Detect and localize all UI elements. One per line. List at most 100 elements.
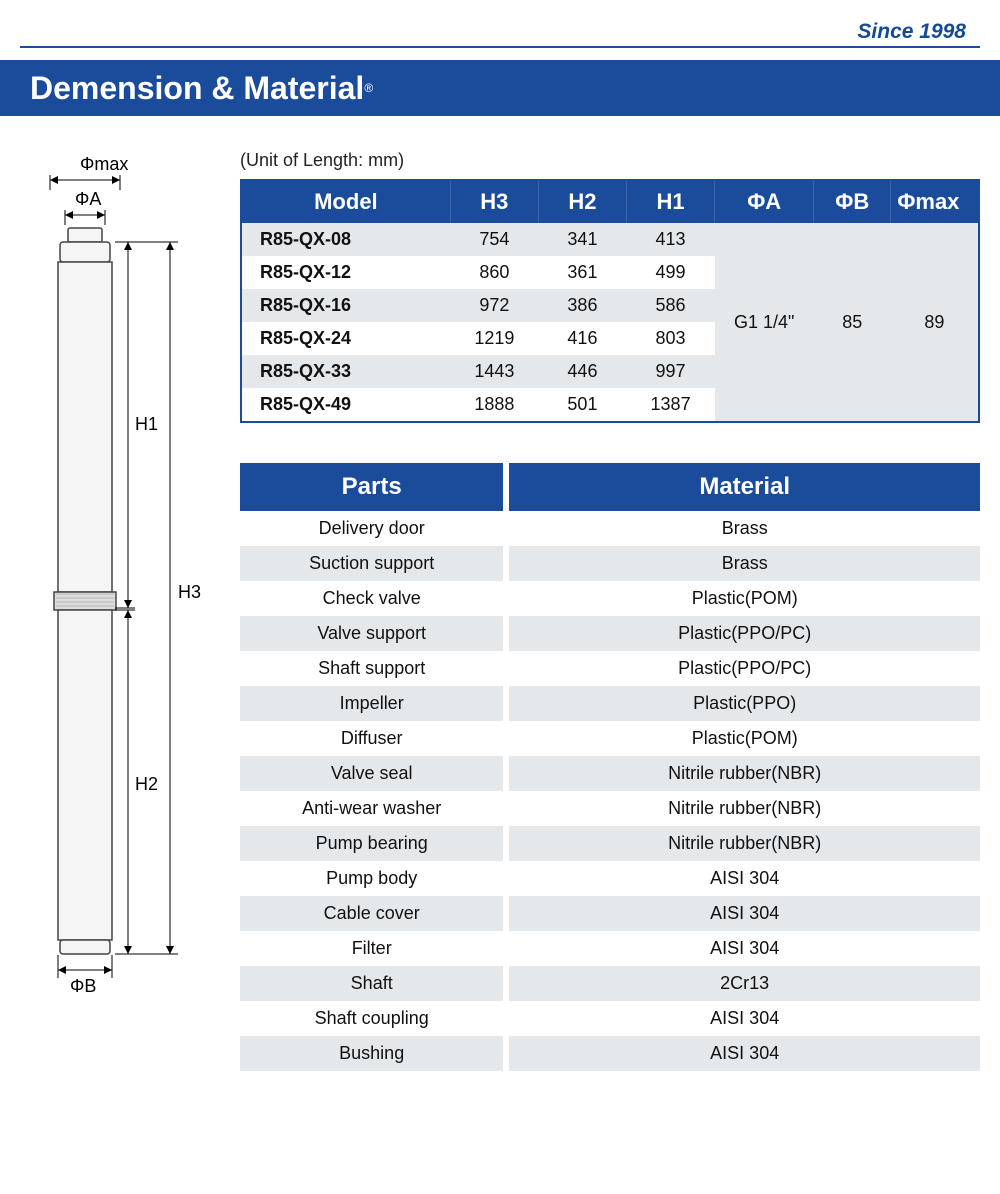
cell-part: Diffuser	[240, 721, 506, 756]
cell-material: AISI 304	[506, 1001, 980, 1036]
cell-model: R85-QX-08	[241, 223, 450, 256]
material-table: Parts Material Delivery doorBrassSuction…	[240, 463, 980, 1071]
cell-h2: 386	[538, 289, 626, 322]
cell-part: Shaft coupling	[240, 1001, 506, 1036]
cell-material: AISI 304	[506, 896, 980, 931]
cell-h1: 586	[627, 289, 715, 322]
cell-part: Shaft support	[240, 651, 506, 686]
col-phiA: ΦA	[715, 180, 814, 223]
cell-h3: 1443	[450, 355, 538, 388]
page-title: Demension & Material	[30, 70, 364, 107]
cell-material: AISI 304	[506, 861, 980, 896]
dimension-diagram: Φmax ΦA	[20, 150, 210, 1071]
cell-model: R85-QX-12	[241, 256, 450, 289]
col-model: Model	[241, 180, 450, 223]
col-parts: Parts	[240, 463, 506, 511]
cell-h2: 501	[538, 388, 626, 422]
cell-part: Check valve	[240, 581, 506, 616]
label-H1: H1	[135, 414, 158, 434]
cell-material: AISI 304	[506, 931, 980, 966]
cell-material: Plastic(POM)	[506, 581, 980, 616]
cell-h3: 1219	[450, 322, 538, 355]
cell-part: Anti-wear washer	[240, 791, 506, 826]
table-row: BushingAISI 304	[240, 1036, 980, 1071]
cell-phiB: 85	[814, 223, 891, 422]
cell-model: R85-QX-33	[241, 355, 450, 388]
cell-part: Delivery door	[240, 511, 506, 546]
col-phimax: Φmax	[891, 180, 979, 223]
cell-part: Bushing	[240, 1036, 506, 1071]
cell-h3: 754	[450, 223, 538, 256]
table-row: FilterAISI 304	[240, 931, 980, 966]
table-row: Shaft couplingAISI 304	[240, 1001, 980, 1036]
table-row: Pump bearingNitrile rubber(NBR)	[240, 826, 980, 861]
cell-h3: 1888	[450, 388, 538, 422]
cell-h3: 860	[450, 256, 538, 289]
table-row: ImpellerPlastic(PPO)	[240, 686, 980, 721]
cell-h3: 972	[450, 289, 538, 322]
table-row: Shaft2Cr13	[240, 966, 980, 1001]
cell-part: Suction support	[240, 546, 506, 581]
col-h2: H2	[538, 180, 626, 223]
cell-part: Cable cover	[240, 896, 506, 931]
top-rule	[20, 46, 980, 48]
table-row: Delivery doorBrass	[240, 511, 980, 546]
cell-material: Nitrile rubber(NBR)	[506, 791, 980, 826]
cell-part: Shaft	[240, 966, 506, 1001]
table-row: Suction supportBrass	[240, 546, 980, 581]
cell-material: Plastic(PPO/PC)	[506, 616, 980, 651]
label-phiB: ΦB	[70, 976, 96, 996]
table-row: Valve supportPlastic(PPO/PC)	[240, 616, 980, 651]
cell-part: Pump bearing	[240, 826, 506, 861]
cell-part: Valve seal	[240, 756, 506, 791]
cell-h2: 446	[538, 355, 626, 388]
cell-part: Impeller	[240, 686, 506, 721]
table-header-row: Parts Material	[240, 463, 980, 511]
cell-h2: 341	[538, 223, 626, 256]
pump-diagram-svg: Φmax ΦA	[20, 150, 210, 1000]
table-row: Pump bodyAISI 304	[240, 861, 980, 896]
cell-h1: 803	[627, 322, 715, 355]
dimension-table: Model H3 H2 H1 ΦA ΦB Φmax R85-QX-0875434…	[240, 179, 980, 423]
since-label: Since 1998	[853, 20, 970, 44]
cell-phiA: G1 1/4"	[715, 223, 814, 422]
cell-material: AISI 304	[506, 1036, 980, 1071]
col-material: Material	[506, 463, 980, 511]
unit-label: (Unit of Length: mm)	[240, 150, 980, 171]
cell-model: R85-QX-24	[241, 322, 450, 355]
cell-part: Filter	[240, 931, 506, 966]
label-phiA: ΦA	[75, 189, 101, 209]
table-header-row: Model H3 H2 H1 ΦA ΦB Φmax	[241, 180, 979, 223]
cell-material: Plastic(PPO)	[506, 686, 980, 721]
col-phiB: ΦB	[814, 180, 891, 223]
cell-model: R85-QX-16	[241, 289, 450, 322]
table-row: Check valvePlastic(POM)	[240, 581, 980, 616]
cell-h1: 997	[627, 355, 715, 388]
table-row: Cable coverAISI 304	[240, 896, 980, 931]
label-H2: H2	[135, 774, 158, 794]
cell-h1: 413	[627, 223, 715, 256]
cell-h1: 499	[627, 256, 715, 289]
cell-h2: 416	[538, 322, 626, 355]
cell-material: Plastic(POM)	[506, 721, 980, 756]
col-h3: H3	[450, 180, 538, 223]
cell-material: Brass	[506, 511, 980, 546]
label-phimax: Φmax	[80, 154, 128, 174]
cell-h1: 1387	[627, 388, 715, 422]
cell-h2: 361	[538, 256, 626, 289]
col-h1: H1	[627, 180, 715, 223]
table-row: R85-QX-08754341413G1 1/4"8589	[241, 223, 979, 256]
registered-icon: ®	[364, 81, 373, 95]
cell-phimax: 89	[891, 223, 979, 422]
header-bar: Demension & Material ///▲▶▼▲ ELECTRICPUM…	[0, 60, 1000, 116]
cell-part: Valve support	[240, 616, 506, 651]
cell-material: Plastic(PPO/PC)	[506, 651, 980, 686]
table-row: DiffuserPlastic(POM)	[240, 721, 980, 756]
cell-part: Pump body	[240, 861, 506, 896]
table-row: Shaft supportPlastic(PPO/PC)	[240, 651, 980, 686]
cell-material: Brass	[506, 546, 980, 581]
cell-material: 2Cr13	[506, 966, 980, 1001]
table-row: Valve sealNitrile rubber(NBR)	[240, 756, 980, 791]
cell-model: R85-QX-49	[241, 388, 450, 422]
cell-material: Nitrile rubber(NBR)	[506, 756, 980, 791]
